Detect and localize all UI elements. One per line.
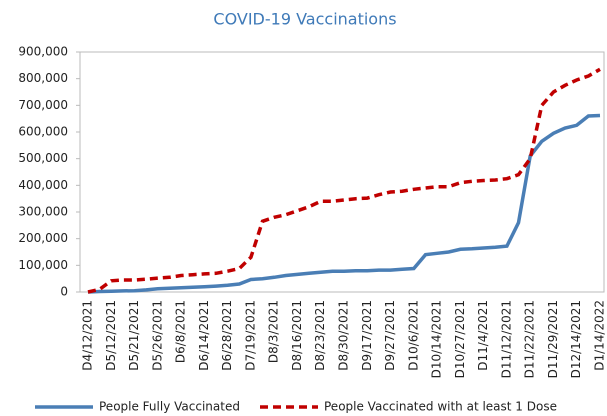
y-tick-label: 300,000: [18, 205, 68, 219]
x-tick-label: D4/12/2021: [81, 300, 95, 371]
series-line: [87, 113, 601, 294]
x-tick-label: D9/27/2021: [383, 300, 397, 371]
y-tick-label: 800,000: [18, 71, 68, 85]
y-tick-label: 100,000: [18, 258, 68, 272]
y-tick-label: 600,000: [18, 125, 68, 139]
legend-label: People Fully Vaccinated: [99, 400, 240, 414]
x-tick-label: D1/14/2022: [593, 300, 607, 371]
x-tick-label: D5/26/2021: [150, 300, 164, 371]
x-tick-label: D6/8/2021: [174, 300, 188, 363]
x-tick-label: D7/19/2021: [243, 300, 257, 371]
x-tick-label: D10/14/2021: [430, 300, 444, 378]
x-tick-label: D11/4/2021: [476, 300, 490, 371]
x-tick-label: D12/14/2021: [569, 300, 583, 378]
y-tick-label: 700,000: [18, 98, 68, 112]
x-tick-label: D5/12/2021: [104, 300, 118, 371]
y-tick-label: 200,000: [18, 231, 68, 245]
x-tick-label: D9/17/2021: [360, 300, 374, 371]
y-tick-label: 500,000: [18, 151, 68, 165]
x-tick-label: D11/29/2021: [546, 300, 560, 378]
y-tick-label: 0: [60, 285, 68, 299]
legend-label: People Vaccinated with at least 1 Dose: [324, 400, 557, 414]
x-tick-label: D8/23/2021: [313, 300, 327, 371]
x-tick-label: D10/27/2021: [453, 300, 467, 378]
x-tick-label: D11/22/2021: [523, 300, 537, 378]
y-tick-label: 400,000: [18, 178, 68, 192]
plot-frame: [79, 51, 605, 293]
series-line: [87, 67, 601, 294]
x-tick-label: D6/28/2021: [220, 300, 234, 371]
x-tick-label: D5/21/2021: [127, 300, 141, 371]
y-tick-label: 900,000: [18, 45, 68, 59]
x-tick-label: D10/6/2021: [406, 300, 420, 371]
chart-title: COVID-19 Vaccinations: [213, 10, 396, 29]
x-tick-label: D8/16/2021: [290, 300, 304, 371]
x-tick-label: D8/30/2021: [337, 300, 351, 371]
x-tick-label: D6/14/2021: [197, 300, 211, 371]
x-tick-label: D8/3/2021: [267, 300, 281, 363]
x-tick-label: D11/12/2021: [499, 300, 513, 378]
